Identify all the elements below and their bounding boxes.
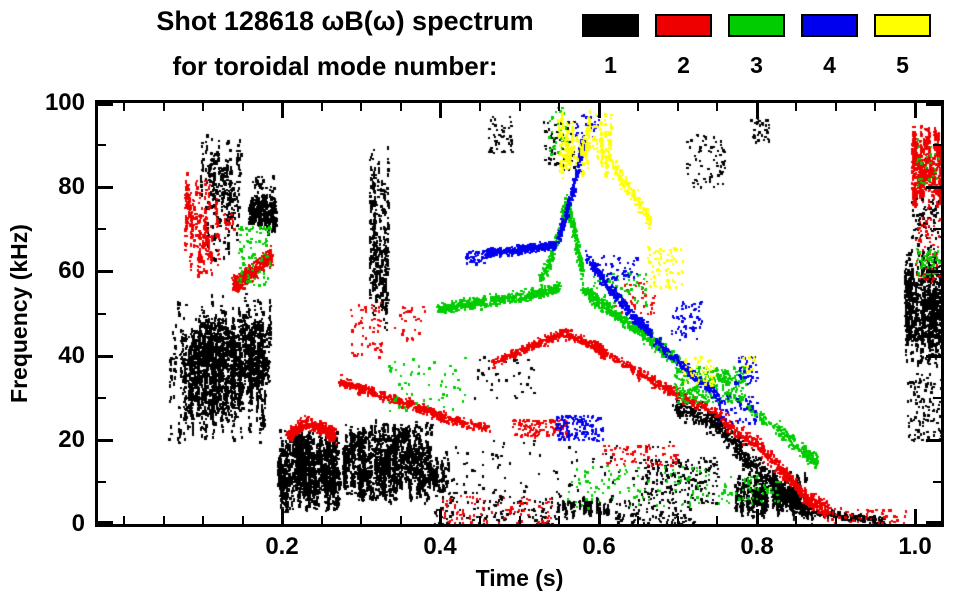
x-tick-minor <box>123 103 125 111</box>
y-tick-minor <box>98 397 106 399</box>
x-tick-minor <box>795 103 797 111</box>
x-tick-minor <box>716 103 718 111</box>
y-tick-major <box>926 521 941 524</box>
x-tick-minor <box>677 103 679 111</box>
legend-label-5: 5 <box>896 52 909 78</box>
y-tick-major <box>98 355 113 358</box>
y-tick-minor <box>933 313 941 315</box>
y-tick-minor <box>933 481 941 483</box>
y-tick-major <box>926 355 941 358</box>
x-tick-minor <box>163 516 165 524</box>
legend-label-1: 1 <box>604 52 617 78</box>
x-tick-minor <box>321 516 323 524</box>
y-tick-major <box>98 521 113 524</box>
x-tick-major <box>281 103 284 118</box>
x-tick-label: 0.2 <box>265 533 299 560</box>
x-tick-minor <box>874 103 876 111</box>
y-tick-minor <box>933 144 941 146</box>
x-tick-minor <box>835 516 837 524</box>
y-tick-label: 0 <box>71 510 85 537</box>
x-tick-minor <box>637 516 639 524</box>
y-tick-major <box>926 103 941 106</box>
y-tick-major <box>98 103 113 106</box>
x-tick-major <box>598 509 601 524</box>
y-tick-label: 20 <box>58 426 85 453</box>
x-tick-label: 0.8 <box>740 533 774 560</box>
chart-subtitle: for toroidal mode number: <box>172 51 498 81</box>
y-tick-minor <box>98 144 106 146</box>
spectrogram-canvas <box>98 103 941 524</box>
x-tick-minor <box>202 103 204 111</box>
x-tick-minor <box>637 103 639 111</box>
legend-swatch-4 <box>801 14 858 37</box>
y-tick-minor <box>933 228 941 230</box>
x-tick-minor <box>677 516 679 524</box>
x-tick-minor <box>400 103 402 111</box>
y-tick-major <box>98 186 113 189</box>
x-tick-minor <box>360 103 362 111</box>
x-tick-minor <box>519 103 521 111</box>
y-tick-label: 40 <box>58 342 85 369</box>
x-tick-minor <box>321 103 323 111</box>
y-tick-minor <box>933 397 941 399</box>
y-tick-label: 100 <box>44 89 85 116</box>
plot-area <box>95 100 944 527</box>
legend-swatch-5 <box>874 14 931 37</box>
x-axis-label: Time (s) <box>475 565 564 591</box>
x-tick-major <box>439 509 442 524</box>
legend-labels: 1 2 3 4 5 <box>582 52 931 79</box>
x-tick-minor <box>163 103 165 111</box>
x-tick-minor <box>795 516 797 524</box>
x-tick-minor <box>716 516 718 524</box>
x-tick-major <box>756 509 759 524</box>
x-tick-minor <box>558 103 560 111</box>
x-tick-minor <box>123 516 125 524</box>
x-tick-major <box>598 103 601 118</box>
legend-label-3: 3 <box>750 52 763 78</box>
legend-swatch-1 <box>582 14 639 37</box>
x-tick-minor <box>479 516 481 524</box>
chart-title: Shot 128618 ωB(ω) spectrum <box>156 6 534 36</box>
y-tick-major <box>98 439 113 442</box>
x-tick-major <box>439 103 442 118</box>
y-tick-minor <box>98 313 106 315</box>
x-tick-minor <box>558 516 560 524</box>
x-tick-minor <box>874 516 876 524</box>
x-tick-minor <box>519 516 521 524</box>
x-tick-major <box>914 509 917 524</box>
x-tick-minor <box>360 516 362 524</box>
legend-swatch-3 <box>728 14 785 37</box>
x-tick-minor <box>242 516 244 524</box>
x-tick-label: 0.4 <box>423 533 457 560</box>
y-axis-label: Frequency (kHz) <box>6 224 32 403</box>
legend-swatch-2 <box>655 14 712 37</box>
legend-swatches <box>582 14 931 37</box>
x-tick-major <box>756 103 759 118</box>
y-tick-label: 80 <box>58 173 85 200</box>
x-tick-minor <box>479 103 481 111</box>
x-tick-label: 0.6 <box>582 533 616 560</box>
y-tick-label: 60 <box>58 257 85 284</box>
x-tick-minor <box>242 103 244 111</box>
y-tick-minor <box>98 228 106 230</box>
x-tick-major <box>281 509 284 524</box>
y-tick-major <box>926 439 941 442</box>
y-tick-major <box>926 186 941 189</box>
y-tick-major <box>926 270 941 273</box>
legend-label-2: 2 <box>677 52 690 78</box>
y-tick-major <box>98 270 113 273</box>
y-tick-minor <box>98 481 106 483</box>
x-tick-major <box>914 103 917 118</box>
x-tick-label: 1.0 <box>898 533 932 560</box>
x-tick-minor <box>400 516 402 524</box>
x-tick-minor <box>835 103 837 111</box>
legend-label-4: 4 <box>823 52 836 78</box>
x-tick-minor <box>202 516 204 524</box>
